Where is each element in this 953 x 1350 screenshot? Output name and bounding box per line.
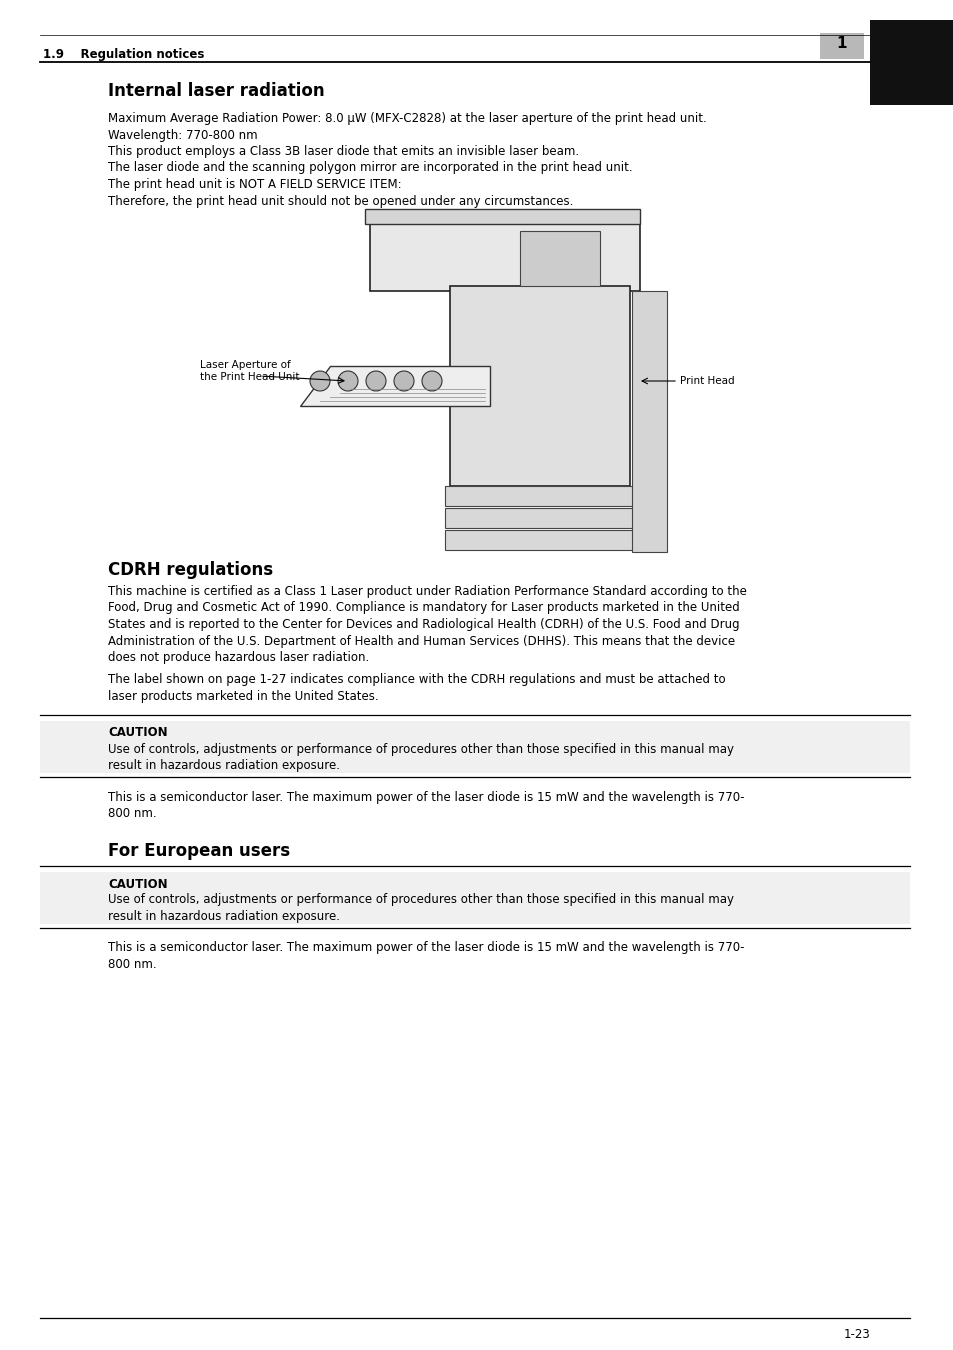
Text: For European users: For European users — [108, 841, 290, 860]
FancyBboxPatch shape — [631, 292, 666, 552]
Text: Use of controls, adjustments or performance of procedures other than those speci: Use of controls, adjustments or performa… — [108, 894, 733, 906]
FancyBboxPatch shape — [370, 221, 639, 292]
Text: This is a semiconductor laser. The maximum power of the laser diode is 15 mW and: This is a semiconductor laser. The maxim… — [108, 791, 743, 803]
Text: 1: 1 — [836, 36, 846, 51]
Polygon shape — [299, 366, 490, 406]
Circle shape — [337, 371, 357, 392]
Text: Print Head: Print Head — [679, 377, 734, 386]
Text: This machine is certified as a Class 1 Laser product under Radiation Performance: This machine is certified as a Class 1 L… — [108, 585, 746, 598]
Text: 1.9    Regulation notices: 1.9 Regulation notices — [43, 49, 204, 61]
Text: Food, Drug and Cosmetic Act of 1990. Compliance is mandatory for Laser products : Food, Drug and Cosmetic Act of 1990. Com… — [108, 602, 739, 614]
Text: laser products marketed in the United States.: laser products marketed in the United St… — [108, 690, 378, 703]
Text: Therefore, the print head unit should not be opened under any circumstances.: Therefore, the print head unit should no… — [108, 194, 573, 208]
Text: 800 nm.: 800 nm. — [108, 958, 156, 971]
Text: CAUTION: CAUTION — [108, 726, 168, 740]
Text: This product employs a Class 3B laser diode that emits an invisible laser beam.: This product employs a Class 3B laser di… — [108, 144, 578, 158]
Circle shape — [310, 371, 330, 392]
Text: 800 nm.: 800 nm. — [108, 807, 156, 819]
Text: CDRH regulations: CDRH regulations — [108, 562, 273, 579]
FancyBboxPatch shape — [365, 209, 639, 224]
Text: The print head unit is NOT A FIELD SERVICE ITEM:: The print head unit is NOT A FIELD SERVI… — [108, 178, 401, 190]
Text: Use of controls, adjustments or performance of procedures other than those speci: Use of controls, adjustments or performa… — [108, 743, 733, 756]
Text: The laser diode and the scanning polygon mirror are incorporated in the print he: The laser diode and the scanning polygon… — [108, 162, 632, 174]
Text: result in hazardous radiation exposure.: result in hazardous radiation exposure. — [108, 910, 339, 923]
Text: This is a semiconductor laser. The maximum power of the laser diode is 15 mW and: This is a semiconductor laser. The maxim… — [108, 941, 743, 954]
Text: CAUTION: CAUTION — [108, 878, 168, 891]
Text: 1-23: 1-23 — [842, 1328, 869, 1341]
Text: Internal laser radiation: Internal laser radiation — [108, 82, 324, 100]
FancyBboxPatch shape — [450, 286, 629, 486]
Text: Wavelength: 770-800 nm: Wavelength: 770-800 nm — [108, 128, 257, 142]
Text: Maximum Average Radiation Power: 8.0 μW (MFX-C2828) at the laser aperture of the: Maximum Average Radiation Power: 8.0 μW … — [108, 112, 706, 126]
Text: Laser Aperture of
the Print Head Unit: Laser Aperture of the Print Head Unit — [200, 360, 299, 382]
Circle shape — [366, 371, 386, 392]
Bar — [40, 721, 909, 772]
Circle shape — [421, 371, 441, 392]
Text: The label shown on page 1-27 indicates compliance with the CDRH regulations and : The label shown on page 1-27 indicates c… — [108, 674, 725, 687]
FancyBboxPatch shape — [444, 531, 635, 549]
Text: does not produce hazardous laser radiation.: does not produce hazardous laser radiati… — [108, 651, 369, 664]
FancyBboxPatch shape — [444, 486, 635, 506]
Text: Administration of the U.S. Department of Health and Human Services (DHHS). This : Administration of the U.S. Department of… — [108, 634, 735, 648]
Text: result in hazardous radiation exposure.: result in hazardous radiation exposure. — [108, 759, 339, 772]
Bar — [40, 872, 909, 923]
FancyBboxPatch shape — [444, 508, 635, 528]
Bar — [820, 32, 863, 59]
Circle shape — [394, 371, 414, 392]
Bar — [869, 20, 953, 105]
FancyBboxPatch shape — [519, 231, 599, 286]
Text: States and is reported to the Center for Devices and Radiological Health (CDRH) : States and is reported to the Center for… — [108, 618, 739, 630]
